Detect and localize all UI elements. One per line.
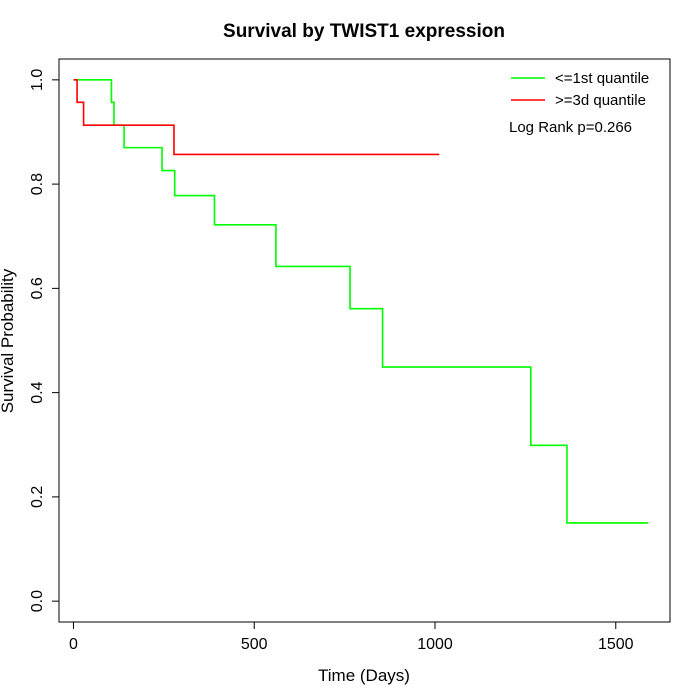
x-axis: 0 500 1000 1500 [69,622,634,653]
x-tick-label: 1500 [598,636,634,653]
legend: <=1st quantile >=3d quantile [511,70,649,109]
y-tick-label: 0.8 [29,173,46,195]
y-tick-label: 1.0 [29,69,46,91]
x-tick-label: 0 [69,636,78,653]
series-line-1 [73,79,440,156]
series-layer [73,79,649,524]
y-tick-label: 0.2 [29,486,46,508]
y-tick-label: 0.0 [29,590,46,612]
plot-frame [58,58,671,623]
series-line-0 [73,79,649,524]
y-tick-label: 0.6 [29,277,46,299]
x-axis-label: Time (Days) [318,666,410,685]
legend-label-low: <=1st quantile [555,70,649,87]
chart-title: Survival by TWIST1 expression [223,21,505,42]
x-tick-label: 500 [241,636,268,653]
y-axis: 0.0 0.2 0.4 0.6 0.8 1.0 [29,69,59,612]
y-tick-label: 0.4 [29,381,46,403]
x-tick-label: 1000 [417,636,453,653]
log-rank-annotation: Log Rank p=0.266 [509,119,632,136]
legend-label-high: >=3d quantile [555,92,646,109]
y-axis-label: Survival Probability [0,268,17,413]
